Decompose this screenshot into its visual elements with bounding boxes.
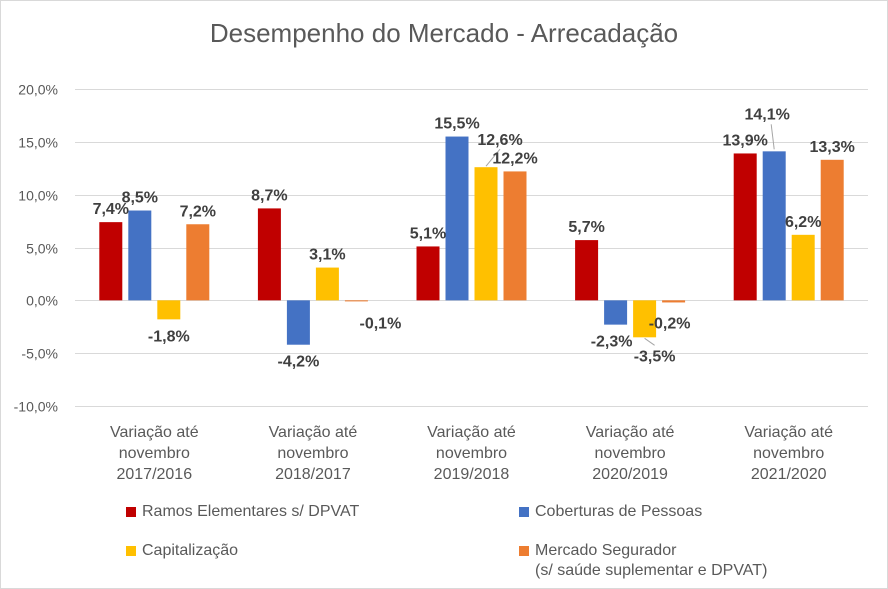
- data-label-4-3: 12,2%: [492, 150, 537, 167]
- legend-label-capitalizacao: Capitalização: [142, 542, 239, 559]
- legend-item-coberturas-pessoas[interactable]: Coberturas de Pessoas: [519, 502, 702, 522]
- x-tick-label: novembro: [119, 445, 190, 462]
- leader-line: [485, 148, 501, 167]
- x-tick-label: Variação até: [586, 424, 675, 441]
- data-label-3-1: -1,8%: [148, 328, 190, 345]
- legend-swatch-capitalizacao: [126, 546, 136, 556]
- data-label-4-2: -0,1%: [360, 315, 402, 332]
- data-label-4-4: -0,2%: [649, 315, 691, 332]
- y-tick-label: 15,0%: [18, 135, 58, 151]
- data-label-2-5: 14,1%: [745, 106, 790, 123]
- leader-lines: [485, 124, 775, 346]
- bar-4-1: [186, 224, 210, 301]
- data-label-3-2: 3,1%: [309, 247, 345, 264]
- data-label-1-3: 5,1%: [410, 225, 446, 242]
- legend-label-mercado-segurador-block: Mercado Segurador (s/ saúde suplementar …: [535, 541, 767, 581]
- x-tick-label: 2017/2016: [116, 466, 192, 483]
- bar-2-3: [445, 136, 469, 301]
- data-label-1-4: 5,7%: [568, 219, 604, 236]
- x-tick-label: 2019/2018: [434, 466, 510, 483]
- legend-label-coberturas-pessoas: Coberturas de Pessoas: [535, 503, 703, 520]
- data-label-1-2: 8,7%: [251, 187, 287, 204]
- chart-title: Desempenho do Mercado - Arrecadação: [209, 18, 679, 48]
- bar-2-1: [128, 210, 152, 301]
- x-tick-label: Variação até: [269, 424, 358, 441]
- legend-item-ramos-elementares[interactable]: Ramos Elementares s/ DPVAT: [126, 502, 359, 522]
- y-tick-label: 0,0%: [26, 293, 58, 309]
- bar-1-3: [416, 246, 440, 301]
- bar-3-1: [157, 300, 181, 320]
- x-tick-label: Variação até: [427, 424, 516, 441]
- x-tick-label: Variação até: [110, 424, 199, 441]
- bar-2-4: [604, 300, 628, 325]
- y-tick-label: -5,0%: [21, 346, 58, 362]
- data-label-4-1: 7,2%: [180, 203, 216, 220]
- x-tick-label: novembro: [436, 445, 507, 462]
- x-tick-label: 2021/2020: [751, 466, 827, 483]
- data-label-2-2: -4,2%: [278, 354, 320, 371]
- legend-swatch-ramos-elementares: [126, 507, 136, 517]
- bar-3-3: [474, 167, 498, 301]
- bar-3-4: [633, 300, 657, 338]
- bar-4-2: [344, 300, 368, 302]
- bar-1-2: [257, 208, 281, 301]
- legend-item-mercado-segurador[interactable]: Mercado Segurador (s/ saúde suplementar …: [519, 541, 767, 581]
- leader-line: [770, 124, 775, 150]
- x-tick-label: novembro: [753, 445, 824, 462]
- data-label-2-4: -2,3%: [591, 334, 633, 351]
- x-tick-label: Variação até: [744, 424, 833, 441]
- y-tick-label: 10,0%: [18, 188, 58, 204]
- legend-swatch-mercado-segurador: [519, 546, 529, 556]
- x-tick-label: 2018/2017: [275, 466, 351, 483]
- bar-1-4: [575, 240, 599, 301]
- data-label-3-4: -3,5%: [634, 348, 676, 365]
- y-tick-label: -10,0%: [14, 399, 58, 415]
- data-label-3-3: 12,6%: [477, 132, 522, 149]
- y-tick-label: 20,0%: [18, 82, 58, 98]
- data-label-1-1: 7,4%: [93, 201, 129, 218]
- data-label-2-3: 15,5%: [434, 116, 479, 133]
- data-label-1-5: 13,9%: [723, 132, 768, 149]
- x-tick-label: novembro: [595, 445, 666, 462]
- legend-swatch-coberturas-pessoas: [519, 507, 529, 517]
- x-tick-label: 2020/2019: [592, 466, 668, 483]
- axis-labels: -10,0% -5,0% 0,0% 5,0% 10,0% 15,0% 20,0% Variaç…: [14, 82, 833, 484]
- data-label-4-5: 13,3%: [810, 139, 855, 156]
- data-labels: 7,4%8,5% -1,8% 7,2% 8,7% -4,2% 3,1% -0,1% 5,1% 1…: [93, 106, 855, 370]
- legend-label-mercado-segurador-note: (s/ saúde suplementar e DPVAT): [535, 562, 768, 579]
- bar-4-5: [820, 159, 844, 301]
- bar-4-4: [662, 300, 686, 303]
- bar-2-5: [762, 151, 786, 301]
- y-tick-label: 5,0%: [26, 241, 58, 257]
- x-tick-label: novembro: [277, 445, 348, 462]
- bar-3-2: [315, 267, 339, 301]
- legend-label-mercado-segurador: Mercado Segurador: [535, 542, 677, 559]
- legend-label-ramos-elementares: Ramos Elementares s/ DPVAT: [142, 503, 360, 520]
- data-label-2-1: 8,5%: [122, 190, 158, 207]
- bar-3-5: [791, 234, 815, 301]
- bar-2-2: [286, 300, 310, 345]
- legend-item-capitalizacao[interactable]: Capitalização: [126, 541, 238, 561]
- data-label-3-5: 6,2%: [785, 214, 821, 231]
- bar-1-1: [99, 222, 123, 301]
- leader-line: [644, 337, 655, 346]
- bars: [99, 136, 844, 345]
- bar-1-5: [733, 153, 757, 301]
- bar-4-3: [503, 171, 527, 301]
